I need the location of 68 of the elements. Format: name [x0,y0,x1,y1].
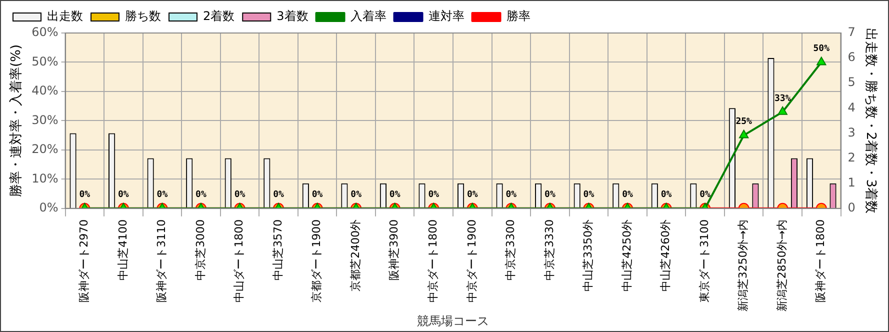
y-tick-label: 10% [32,171,58,186]
x-tick-label: 中京芝3000 [194,219,207,280]
x-tick-label: 阪神ダート1800 [814,219,828,302]
data-label: 0% [234,190,246,200]
legend-label: 3着数 [276,9,308,24]
data-label: 0% [428,190,440,200]
x-axis-title: 競馬場コース [417,314,490,328]
y-axis-title: 勝率・連対率・入着率(%) [8,44,24,197]
legend-label: 連対率 [428,9,464,24]
y2-axis-title: 出走数・勝ち数・2着数・3着数 [862,28,879,214]
data-label: 33% [774,94,792,104]
x-tick-label: 阪神ダート3110 [155,219,168,302]
y2-tick-label: 0 [848,200,856,215]
point [739,130,749,138]
data-label: 0% [466,190,478,200]
data-label: 0% [700,190,712,200]
y-tick-label: 0% [39,200,58,215]
data-label: 0% [312,190,324,200]
x-tick-label: 中京ダート1800 [426,219,440,302]
x-tick-label: 中山ダート1800 [232,219,246,302]
data-label: 25% [736,117,753,128]
legend-label: 出走数 [47,9,83,24]
y-tick-label: 40% [32,84,58,98]
legend-label: 勝率 [506,9,530,24]
data-label: 0% [544,190,556,200]
y2-tick-label: 3 [848,125,856,140]
point [816,56,826,66]
x-tick-label: 中山芝3570 [271,219,284,280]
y2-tick-label: 2 [848,150,856,164]
y-tick-label: 60% [32,25,58,40]
data-label: 0% [196,190,207,200]
y2-tick-label: 6 [848,50,856,64]
x-tick-label: 阪神ダート2970 [78,219,91,302]
y2-tick-label: 4 [848,100,856,114]
x-tick-label: 中山芝4100 [116,219,130,280]
x-tick-label: 中京芝3330 [542,219,556,280]
data-label: 0% [273,190,285,200]
y2-tick-label: 1 [848,175,856,190]
x-tick-label: 京都芝2400外 [348,219,362,292]
x-tick-label: 新潟芝2850外→内 [775,219,788,312]
y2-tick-label: 7 [848,25,856,40]
x-tick-label: 中山芝4250外 [620,219,634,292]
x-tick-label: 阪神芝3900 [388,219,401,280]
data-label: 0% [156,190,168,200]
x-tick-label: 中京芝3300 [504,219,518,280]
data-label: 50% [813,44,830,54]
x-tick-label: 東京ダート3100 [698,219,711,302]
y-tick-label: 30% [32,112,58,127]
data-label: 0% [118,190,130,200]
point [778,106,788,115]
x-tick-label: 中京ダート1900 [465,219,478,302]
data-label: 0% [583,190,595,200]
y-tick-label: 20% [32,142,58,156]
x-tick-label: 京都ダート1900 [310,219,324,302]
data-label: 0% [660,190,672,200]
data-label: 0% [350,190,362,200]
data-label: 0% [506,190,518,200]
y-tick-label: 50% [32,54,58,68]
data-label: 0% [79,190,91,200]
x-tick-label: 新潟芝3250外→内 [736,219,750,312]
legend-label: 入着率 [350,9,386,24]
x-tick-label: 中山芝4260外 [659,219,672,292]
y2-tick-label: 5 [848,75,856,90]
data-label: 0% [389,190,401,200]
legend-label: 勝ち数 [125,9,161,24]
legend-label: 2着数 [203,9,235,24]
x-tick-label: 中山芝3350外 [582,219,595,292]
data-label: 0% [622,190,634,200]
